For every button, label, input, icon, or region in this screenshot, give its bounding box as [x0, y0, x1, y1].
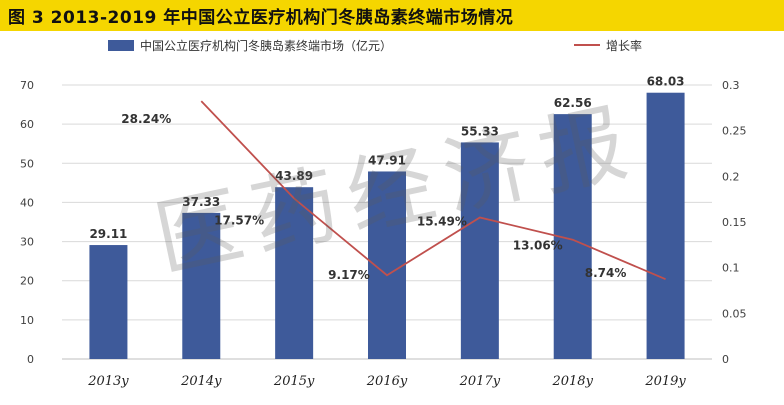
bar — [89, 245, 128, 359]
y-right-tick-label: 0.05 — [722, 307, 747, 320]
y-left-tick-label: 70 — [20, 79, 34, 92]
line-data-label: 9.17% — [328, 268, 370, 282]
title-bar: 图 3 2013-2019 年中国公立医疗机构门冬胰岛素终端市场情况 — [0, 0, 784, 31]
x-tick-label: 2016y — [366, 374, 408, 389]
bar-data-label: 37.33 — [182, 195, 220, 209]
chart-title: 图 3 2013-2019 年中国公立医疗机构门冬胰岛素终端市场情况 — [8, 8, 514, 28]
y-left-tick-label: 50 — [20, 157, 34, 170]
bar-data-label: 68.03 — [647, 75, 685, 89]
bar — [275, 187, 314, 359]
legend-label-line: 增长率 — [606, 38, 642, 53]
bar-data-label: 43.89 — [275, 169, 313, 183]
line-data-label: 15.49% — [417, 215, 467, 229]
y-right-tick-label: 0.25 — [722, 125, 747, 138]
x-tick-label: 2015y — [273, 374, 315, 389]
y-left-tick-label: 20 — [20, 275, 34, 288]
bar — [182, 212, 221, 359]
line-data-label: 8.74% — [585, 266, 627, 280]
x-tick-label: 2014y — [180, 374, 222, 389]
y-right-tick-label: 0.2 — [722, 170, 740, 183]
y-right-tick-label: 0.15 — [722, 216, 747, 229]
chart: 0 10 20 30 40 50 60 70 0 0.05 0.1 0.15 0.2 0.25 0.3 29.… — [20, 38, 747, 389]
bar — [646, 92, 685, 359]
bar-data-label: 47.91 — [368, 153, 406, 167]
bar-data-label: 29.11 — [89, 227, 127, 241]
y-left-tick-label: 30 — [20, 236, 34, 249]
bar-data-label: 55.33 — [461, 124, 499, 138]
legend-swatch-bar — [108, 40, 134, 51]
line-data-label: 17.57% — [214, 214, 264, 228]
bar-data-label: 62.56 — [554, 96, 592, 110]
y-left-tick-label: 60 — [20, 118, 34, 131]
x-tick-label: 2018y — [551, 374, 593, 389]
y-right-tick-label: 0 — [722, 353, 729, 366]
y-left-tick-label: 0 — [27, 353, 34, 366]
x-tick-label: 2019y — [644, 374, 686, 389]
legend-label-bar: 中国公立医疗机构门冬胰岛素终端市场（亿元） — [140, 38, 392, 53]
line-data-label: 28.24% — [121, 112, 171, 126]
line-data-label: 13.06% — [513, 239, 563, 253]
y-left-tick-label: 10 — [20, 314, 34, 327]
y-right-tick-label: 0.1 — [722, 262, 740, 275]
x-tick-label: 2017y — [459, 374, 501, 389]
y-left-tick-label: 40 — [20, 196, 34, 209]
y-right-tick-label: 0.3 — [722, 79, 740, 92]
bar — [460, 142, 499, 359]
growth-rate-line — [200, 100, 666, 281]
x-tick-label: 2013y — [87, 374, 129, 389]
